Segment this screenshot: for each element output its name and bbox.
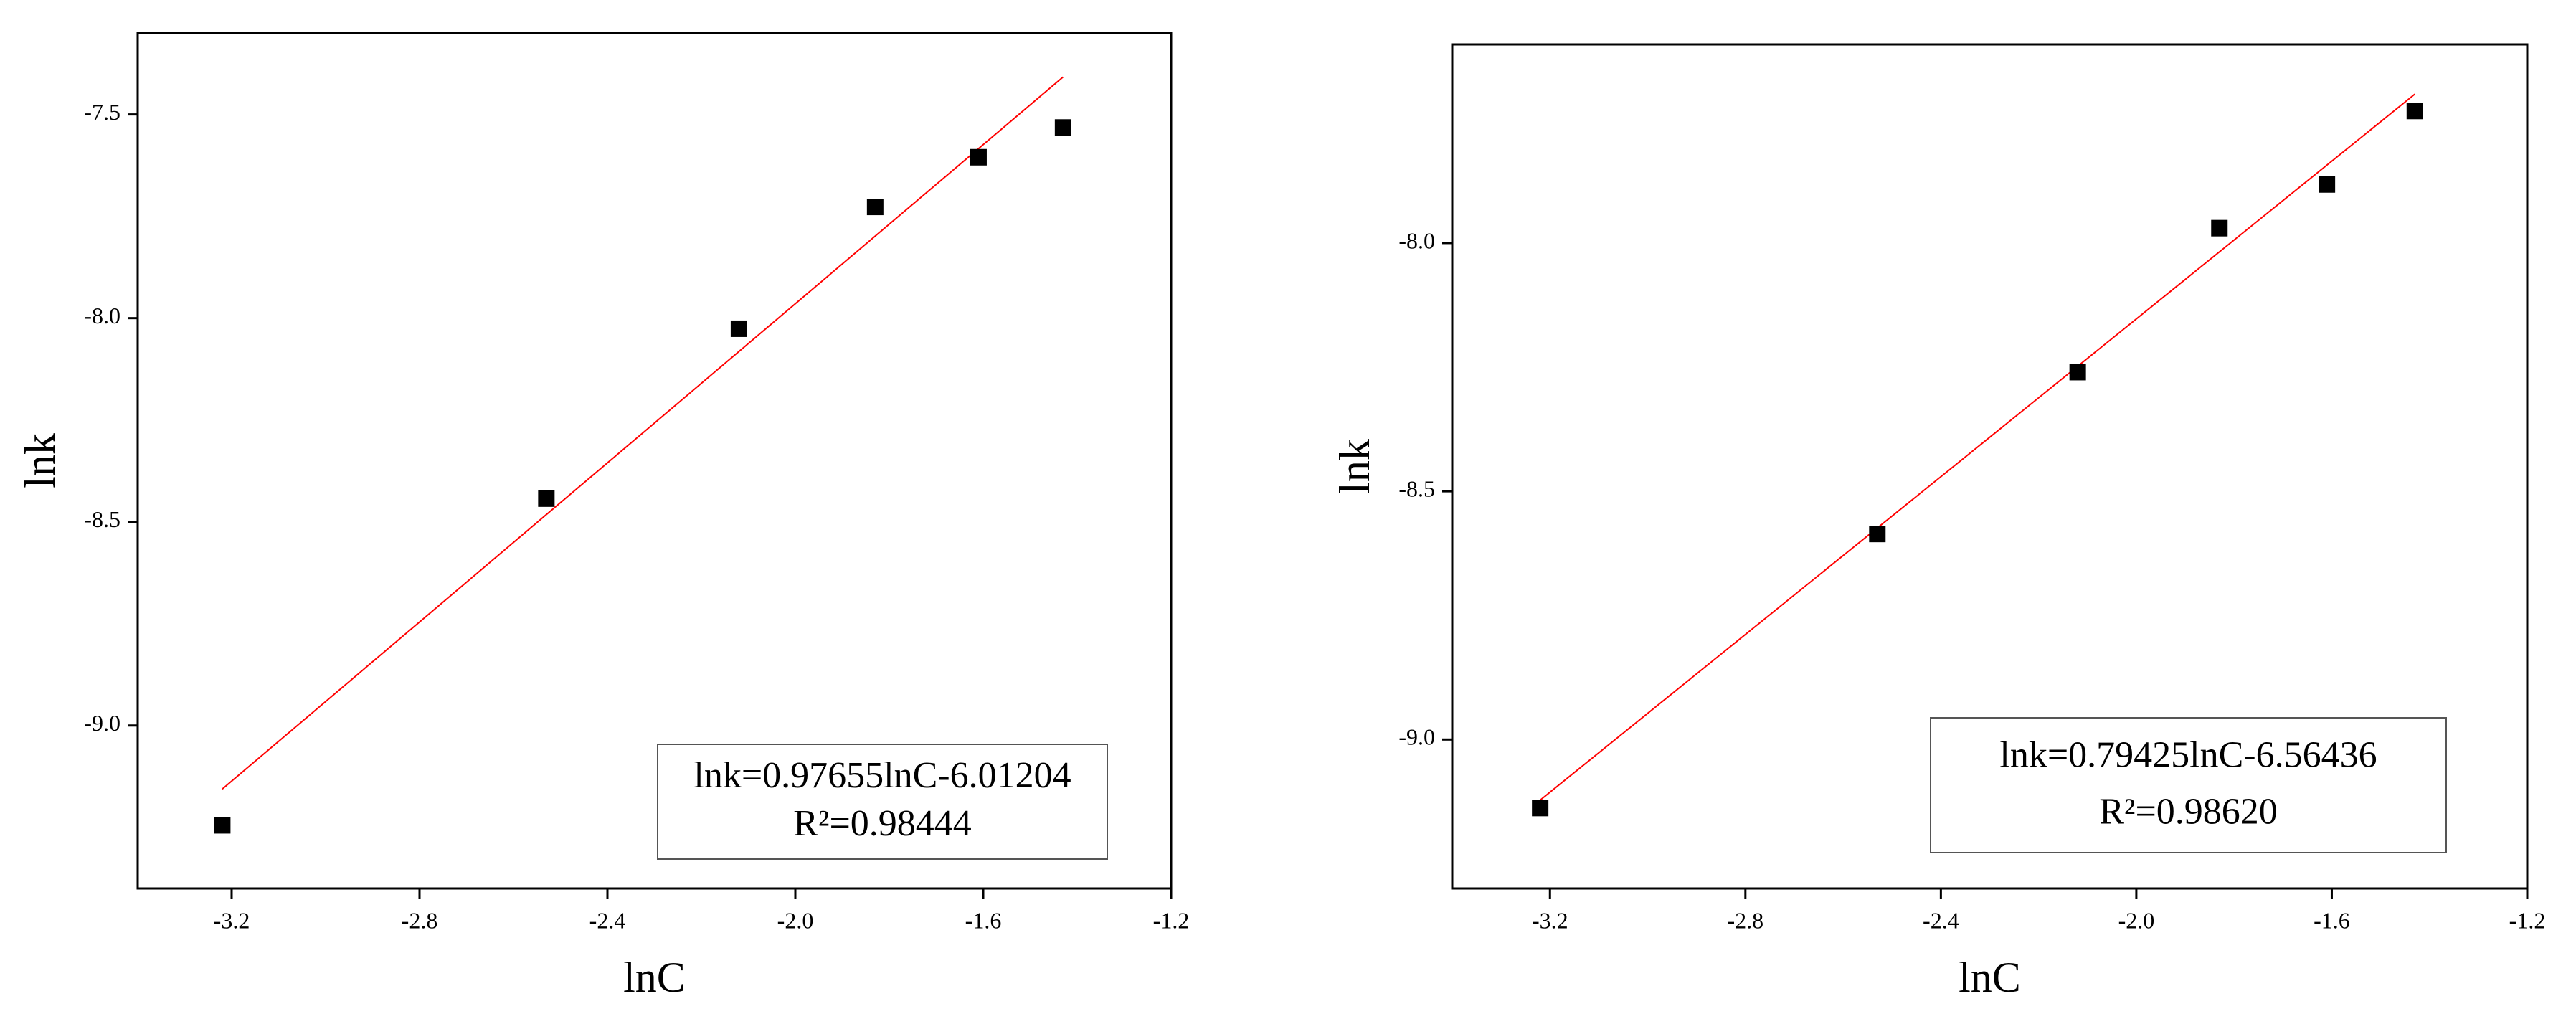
x-tick-label: -3.2 xyxy=(214,907,250,933)
x-tick-label: -1.2 xyxy=(2509,907,2546,933)
data-point xyxy=(2211,219,2228,237)
plot-frame xyxy=(136,32,1173,890)
y-tick-label: -8.5 xyxy=(1398,475,1435,501)
data-point xyxy=(2319,176,2336,193)
data-point xyxy=(730,320,747,337)
fit-line xyxy=(222,76,1064,790)
x-tick-label: -2.4 xyxy=(1923,907,1959,933)
data-point xyxy=(1054,119,1071,136)
x-tick-label: -2.0 xyxy=(777,907,814,933)
data-point xyxy=(538,490,555,507)
data-point xyxy=(2069,364,2086,381)
y-tick-label: -8.0 xyxy=(84,303,120,328)
plot-frame xyxy=(1451,43,2529,890)
data-point xyxy=(1869,526,1886,543)
y-tick-label: -7.5 xyxy=(84,99,120,125)
x-axis-title: lnC xyxy=(623,954,686,1001)
x-tick-label: -3.2 xyxy=(1532,907,1568,933)
data-point xyxy=(2406,103,2423,120)
y-tick-label: -8.5 xyxy=(84,506,120,532)
x-axis-title: lnC xyxy=(1959,954,2021,1001)
x-tick-label: -2.4 xyxy=(589,907,626,933)
annotation-box xyxy=(1930,717,2447,853)
x-tick-label: -1.6 xyxy=(965,907,1002,933)
annotation-text: lnk=0.97655lnC-6.01204 xyxy=(693,755,1071,796)
fit-line xyxy=(1540,93,2415,801)
y-axis-title: lnk xyxy=(1331,439,1378,494)
x-tick-label: -1.6 xyxy=(2314,907,2350,933)
data-point xyxy=(866,199,884,216)
annotation-box xyxy=(657,744,1108,860)
annotation-text: R²=0.98620 xyxy=(2099,791,2278,832)
y-axis-title: lnk xyxy=(16,433,64,488)
annotation-text: R²=0.98444 xyxy=(793,803,972,844)
data-point xyxy=(1532,800,1549,817)
annotation-text: lnk=0.79425lnC-6.56436 xyxy=(1999,734,2377,775)
data-point xyxy=(970,148,987,166)
x-tick-label: -2.0 xyxy=(2118,907,2155,933)
plot: -3.2 -2.8 -2.4 -2.0 -1.6 -1.2 -7.5 -8.0 -8.5 -9.0… xyxy=(16,32,1190,1001)
x-tick-label: -1.2 xyxy=(1153,907,1190,933)
data-point xyxy=(214,817,231,834)
y-tick-label: -8.0 xyxy=(1398,227,1435,253)
x-tick-label: -2.8 xyxy=(402,907,438,933)
y-tick-label: -9.0 xyxy=(84,710,120,736)
plot: -3.2 -2.8 -2.4 -2.0 -1.6 -1.2 -8.0 -8.5 -9.0 lnC l… xyxy=(1331,43,2546,1001)
y-tick-label: -9.0 xyxy=(1398,724,1435,750)
x-tick-label: -2.8 xyxy=(1727,907,1763,933)
